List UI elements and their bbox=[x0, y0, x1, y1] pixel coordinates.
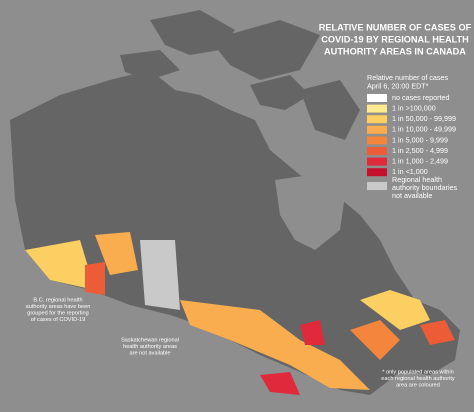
footnote: each regional health authority bbox=[381, 376, 455, 382]
hudson-bay bbox=[275, 175, 345, 250]
note-bc: B.C. regional health bbox=[33, 297, 82, 303]
legend-swatch bbox=[367, 136, 387, 145]
legend-title: Relative number of cases bbox=[367, 73, 449, 82]
legend-label: 1 in 2,500 - 4,999 bbox=[392, 146, 448, 155]
saskatchewan bbox=[140, 240, 180, 310]
note-bc: grouped for the reporting bbox=[27, 310, 89, 316]
legend-title: April 6, 20:00 EDT* bbox=[367, 81, 429, 90]
legend-swatch bbox=[367, 94, 387, 102]
legend-swatch bbox=[367, 115, 387, 124]
note-saskatchewan: Saskatchewan regional bbox=[121, 337, 179, 343]
note-bc: of cases of COVID-19 bbox=[31, 317, 85, 323]
legend-swatch bbox=[367, 182, 387, 190]
legend-label: authority boundaries bbox=[392, 183, 458, 192]
legend-label: 1 in >100,000 bbox=[392, 104, 436, 113]
regions bbox=[25, 232, 455, 395]
note-bc: authority areas have been bbox=[26, 304, 91, 310]
note-saskatchewan: health authority areas bbox=[123, 344, 177, 350]
title: AUTHORITY AREAS IN CANADA bbox=[324, 46, 466, 56]
title: RELATIVE NUMBER OF CASES OF bbox=[319, 22, 472, 32]
footnote: * only populated areas within bbox=[382, 369, 454, 375]
legend-swatch bbox=[367, 147, 387, 155]
title: COVID-19 BY REGIONAL HEALTH bbox=[321, 34, 469, 44]
legend-label: 1 in 1,000 - 2,499 bbox=[392, 157, 448, 166]
legend-label: 1 in 5,000 - 9,999 bbox=[392, 135, 448, 144]
landmass bbox=[10, 10, 460, 395]
legend-label: not available bbox=[392, 191, 432, 200]
legend-label: 1 in <1,000 bbox=[392, 167, 428, 176]
legend-label: no cases reported bbox=[392, 93, 450, 102]
legend-label: 1 in 50,000 - 99,999 bbox=[392, 114, 456, 123]
footnote: area are coloured bbox=[396, 382, 440, 388]
legend-label: 1 in 10,000 - 49,999 bbox=[392, 125, 456, 134]
note-saskatchewan: are not available bbox=[129, 350, 170, 356]
legend-swatch bbox=[367, 157, 387, 166]
legend-swatch bbox=[367, 125, 387, 134]
legend-swatch bbox=[367, 168, 387, 177]
legend-label: Regional health bbox=[392, 175, 442, 184]
legend-swatch bbox=[367, 104, 387, 113]
